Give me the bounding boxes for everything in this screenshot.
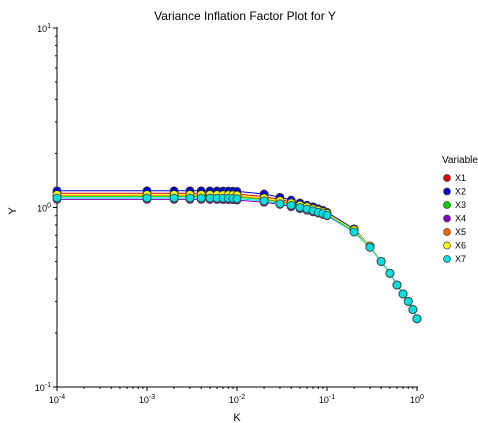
legend-label: X5 — [455, 227, 466, 237]
x-tick-label: 10-1 — [319, 394, 335, 405]
x-tick-label: 10-3 — [139, 394, 155, 405]
legend-item-x6: X6 — [443, 241, 466, 251]
series-line-x3 — [57, 196, 418, 319]
series-layer — [52, 186, 422, 324]
data-point — [376, 257, 386, 266]
series-markers-x3 — [52, 192, 422, 324]
legend-item-x1: X1 — [443, 173, 466, 183]
series-markers-x5 — [52, 190, 422, 324]
data-point — [403, 296, 413, 306]
series-line-x5 — [57, 194, 418, 319]
series-markers — [52, 186, 422, 324]
legend-label: X1 — [455, 173, 466, 183]
legend-label: X4 — [455, 214, 466, 224]
series-line-x6 — [57, 194, 418, 319]
x-axis-label: K — [233, 412, 241, 423]
y-tick-labels: 10-1 100 101 — [35, 23, 51, 393]
data-point — [259, 196, 269, 206]
data-point — [385, 268, 395, 278]
data-point — [322, 210, 332, 220]
legend-item-x3: X3 — [443, 200, 466, 210]
legend-label: X6 — [455, 241, 466, 251]
legend: X1 X2 X3 X4 X5 X6 X7 — [443, 173, 466, 264]
legend-title: Variable — [442, 155, 478, 166]
legend-marker — [443, 174, 451, 182]
data-point — [408, 305, 418, 314]
legend-marker — [443, 255, 451, 263]
legend-label: X3 — [455, 200, 466, 210]
x-tick-label: 10-2 — [229, 394, 245, 405]
data-point — [398, 289, 408, 299]
data-point — [142, 193, 152, 203]
data-point — [365, 242, 375, 252]
series-line-x4 — [57, 198, 418, 319]
series-markers-x7 — [52, 193, 422, 324]
data-point — [392, 280, 402, 290]
y-tick-label: 10-1 — [35, 382, 51, 393]
legend-label: X7 — [455, 254, 466, 264]
series-markers-x6 — [52, 190, 422, 324]
data-point — [169, 193, 179, 203]
series-line-x2 — [57, 190, 418, 319]
x-tick-label: 100 — [410, 394, 424, 405]
data-point — [185, 193, 195, 203]
series-line-x7 — [57, 197, 418, 319]
legend-item-x4: X4 — [443, 214, 466, 224]
y-axis-label: Y — [7, 207, 19, 215]
data-point — [412, 314, 422, 324]
legend-marker — [443, 241, 451, 250]
data-point — [349, 227, 359, 237]
x-tick-labels: 10-4 10-3 10-2 10-1 100 — [49, 394, 424, 405]
y-tick-label: 100 — [37, 203, 51, 214]
data-point — [286, 200, 296, 210]
data-point — [196, 193, 206, 203]
series-markers-x2 — [52, 186, 422, 324]
legend-label: X2 — [455, 187, 466, 197]
chart-title: Variance Inflation Factor Plot for Y — [154, 9, 336, 23]
legend-item-x2: X2 — [443, 187, 466, 197]
series-markers-x1 — [52, 188, 422, 324]
legend-marker — [443, 214, 451, 223]
data-point — [275, 199, 285, 209]
series-markers-x4 — [52, 194, 422, 324]
legend-item-x5: X5 — [443, 227, 466, 237]
legend-marker — [443, 201, 451, 209]
data-point — [295, 203, 305, 212]
axes — [53, 27, 418, 391]
y-tick-label: 101 — [37, 23, 51, 34]
legend-marker — [443, 187, 451, 196]
data-point — [52, 193, 62, 203]
data-point — [232, 194, 242, 204]
legend-marker — [443, 228, 451, 236]
series-lines — [57, 190, 418, 319]
x-tick-label: 10-4 — [49, 394, 65, 405]
legend-item-x7: X7 — [443, 254, 466, 264]
series-line-x1 — [57, 192, 418, 319]
